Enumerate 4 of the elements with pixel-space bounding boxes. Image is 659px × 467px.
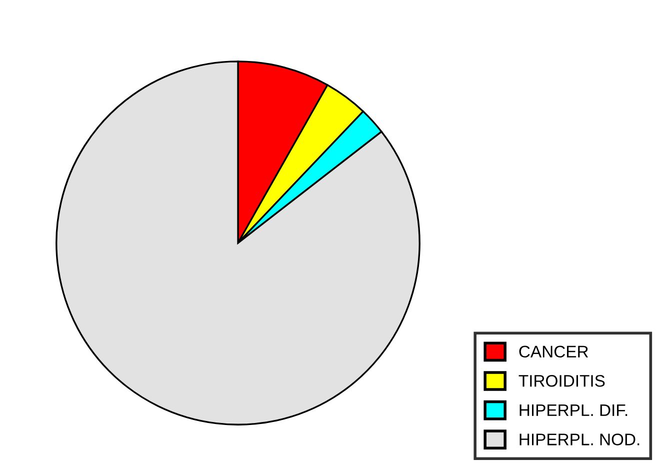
legend-label: HIPERPL. NOD. — [520, 434, 640, 446]
legend-label: HIPERPL. DIF. — [520, 404, 628, 416]
legend-label: CANCER — [519, 346, 588, 358]
legend-label: TIROIDITIS — [518, 374, 605, 387]
